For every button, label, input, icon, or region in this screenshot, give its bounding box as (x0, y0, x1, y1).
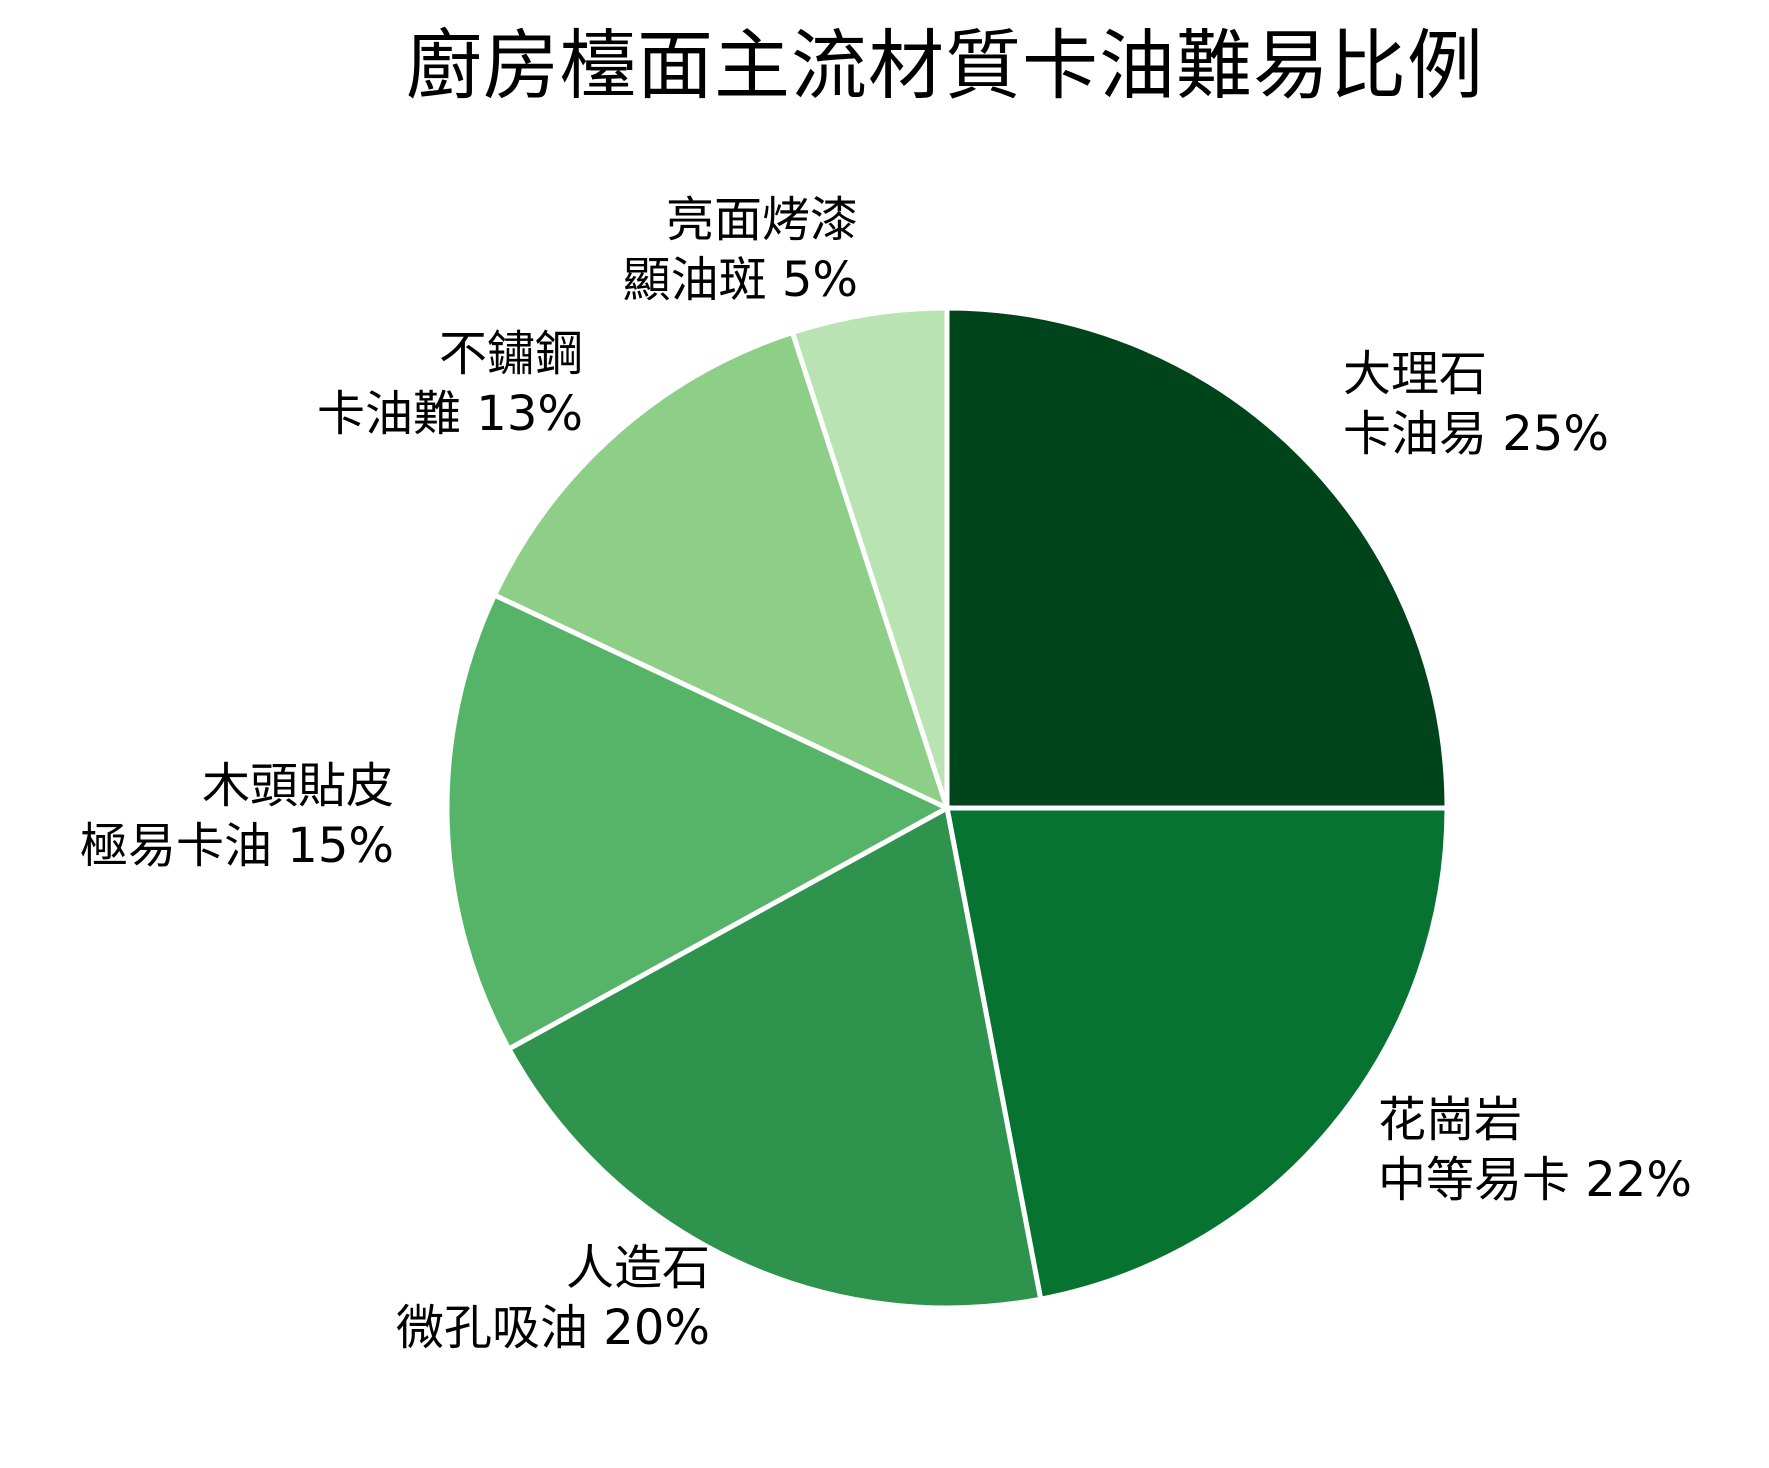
label-granite-name: 花崗岩 (1378, 1092, 1523, 1148)
label-stainless-steel: 不鏽鋼 卡油難 13% (317, 324, 583, 444)
label-wood-veneer: 木頭貼皮 極易卡油 15% (80, 756, 394, 876)
label-wood-veneer-value: 極易卡油 15% (80, 818, 394, 874)
pie-slice-gloss-lacquer (789, 305, 950, 811)
label-quartz-name: 人造石 (565, 1240, 710, 1296)
chart-title: 廚房檯面主流材質卡油難易比例 (406, 21, 1484, 110)
label-wood-veneer-name: 木頭貼皮 (201, 758, 394, 814)
label-marble-value: 卡油易 25% (1343, 406, 1609, 462)
label-stainless-steel-value: 卡油難 13% (317, 386, 583, 442)
label-gloss-lacquer-value: 顯油斑 5% (622, 252, 858, 308)
pie-slice-quartz (506, 805, 1044, 1311)
label-granite-value: 中等易卡 22% (1378, 1152, 1692, 1208)
label-stainless-steel-name: 不鏽鋼 (438, 326, 583, 382)
label-quartz-value: 微孔吸油 20% (396, 1300, 710, 1356)
label-gloss-lacquer-name: 亮面烤漆 (665, 192, 858, 248)
pie-slices (444, 305, 1450, 1311)
label-marble-name: 大理石 (1343, 346, 1488, 402)
pie-slice-wood-veneer (444, 592, 950, 1052)
pie-slice-granite (944, 805, 1450, 1302)
label-granite: 花崗岩 中等易卡 22% (1378, 1090, 1692, 1210)
label-quartz: 人造石 微孔吸油 20% (396, 1238, 710, 1358)
pie-slice-marble (944, 305, 1450, 811)
label-gloss-lacquer: 亮面烤漆 顯油斑 5% (623, 190, 858, 310)
pie-slice-stainless-steel (492, 329, 950, 811)
label-marble: 大理石 卡油易 25% (1343, 344, 1609, 464)
